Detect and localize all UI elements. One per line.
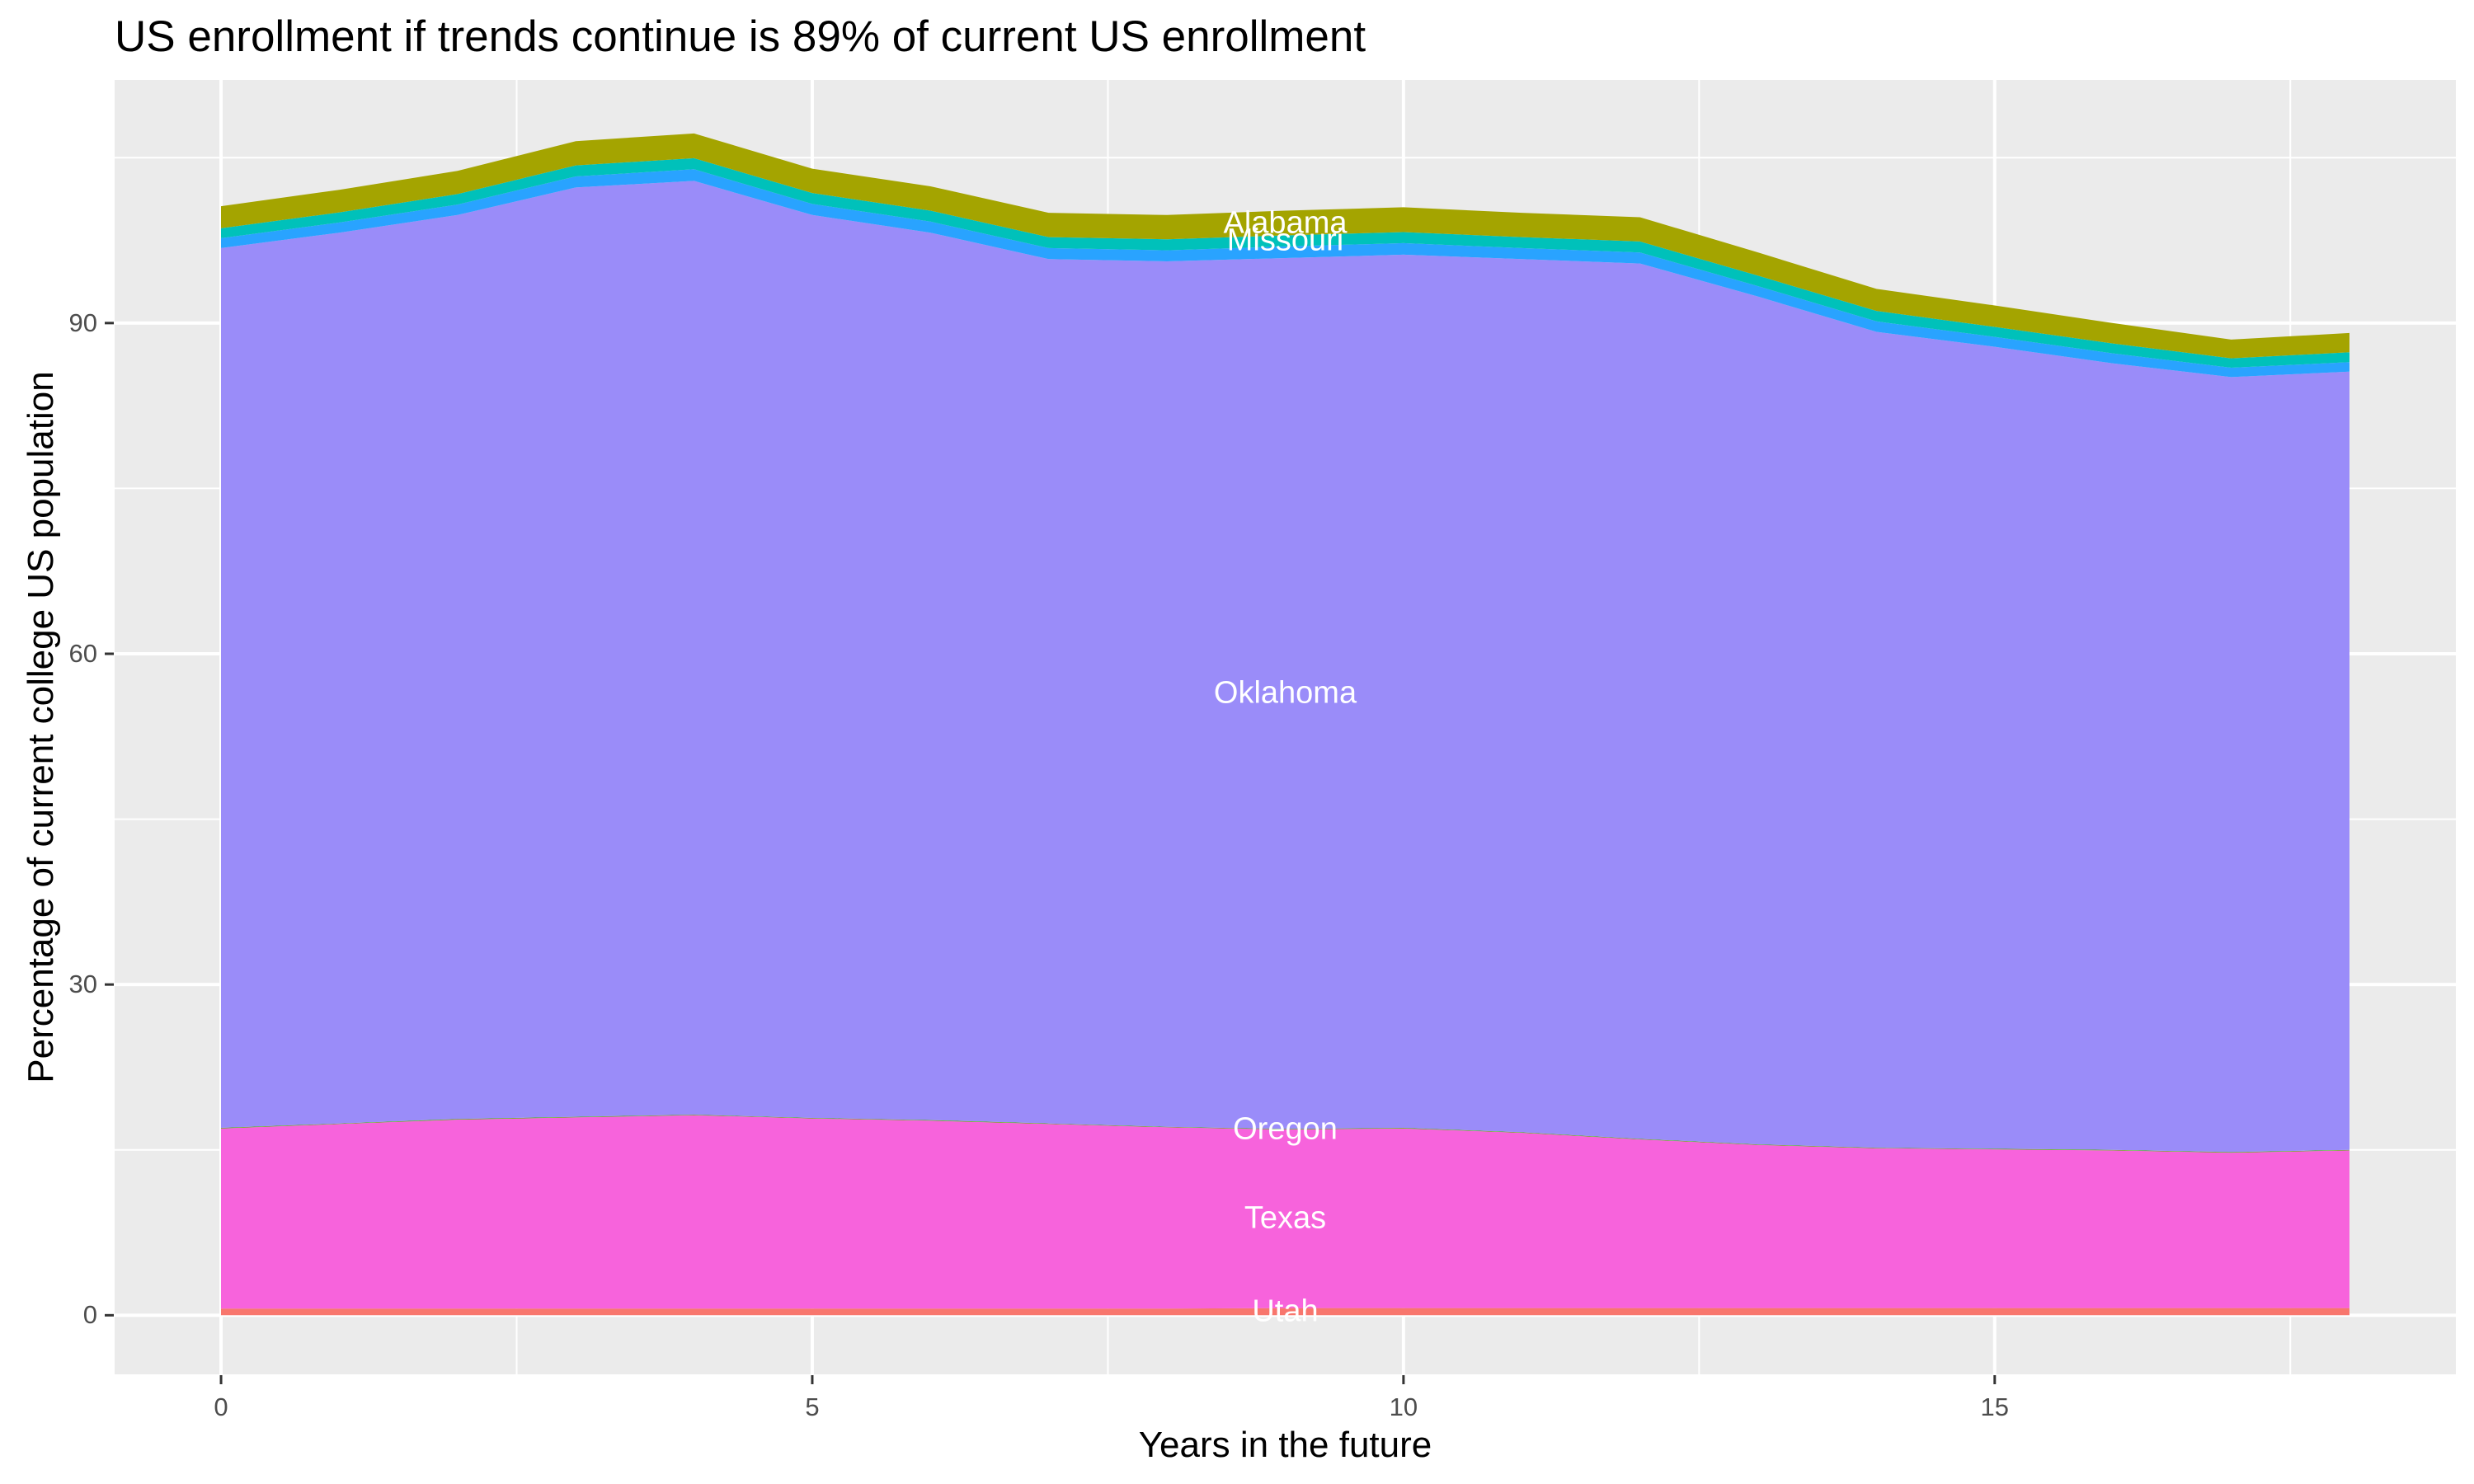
area-label-missouri: Missouri — [1226, 223, 1344, 258]
area-label-alabama: Alabama — [1223, 205, 1348, 240]
x-axis-title: Years in the future — [1138, 1425, 1432, 1465]
area-utah — [221, 1308, 2349, 1316]
area-alabama — [221, 133, 2349, 359]
x-tick-label: 5 — [805, 1392, 820, 1421]
chart-title: US enrollment if trends continue is 89% … — [115, 12, 1366, 61]
y-tick-label: 30 — [68, 970, 97, 999]
x-tick-label: 15 — [1980, 1392, 2010, 1421]
x-tick-label: 10 — [1389, 1392, 1418, 1421]
x-tick-label: 0 — [214, 1392, 228, 1421]
area-label-utah: Utah — [1252, 1294, 1319, 1329]
area-texas — [221, 1115, 2349, 1309]
area-label-oklahoma: Oklahoma — [1213, 675, 1357, 711]
y-tick-label: 60 — [68, 639, 97, 668]
y-axis-title-text: Percentage of current college US populat… — [21, 371, 61, 1083]
y-tick-label: 90 — [68, 308, 97, 337]
area-oklahoma — [221, 181, 2349, 1153]
area-label-texas: Texas — [1244, 1200, 1327, 1236]
y-tick-label: 0 — [82, 1300, 97, 1330]
area-missouri — [221, 157, 2349, 368]
area-unlabeled — [221, 169, 2349, 378]
area-label-oregon: Oregon — [1233, 1111, 1338, 1147]
